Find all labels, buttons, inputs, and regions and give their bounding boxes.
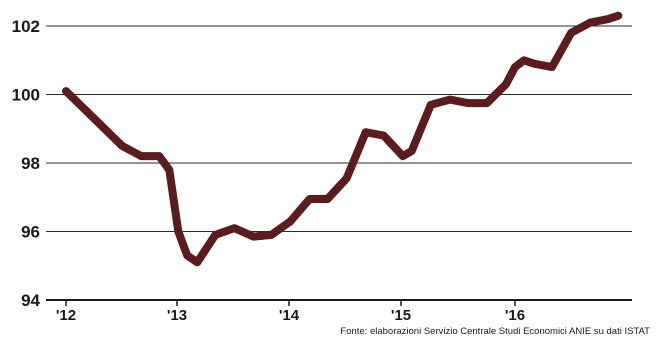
y-tick-label: 96 (21, 223, 40, 242)
data-point (362, 128, 370, 136)
data-point (511, 63, 519, 71)
data-point (267, 231, 275, 239)
data-point (323, 195, 332, 203)
data-point (165, 166, 173, 174)
data-point (230, 224, 238, 232)
x-tick-label: '14 (279, 307, 300, 324)
data-point (408, 147, 416, 155)
data-point (530, 60, 538, 68)
data-point (567, 29, 575, 37)
data-point (193, 258, 201, 266)
source-note: Fonte: elaborazioni Servizio Centrale St… (340, 326, 650, 337)
x-tick-label: '16 (505, 307, 525, 324)
data-point (343, 174, 351, 182)
data-point (286, 217, 295, 225)
data-point (502, 80, 510, 88)
y-tick-label: 98 (21, 154, 40, 173)
y-tick-label: 100 (12, 86, 40, 105)
data-point (90, 114, 98, 123)
data-point (62, 87, 70, 95)
y-tick-label: 94 (21, 291, 40, 310)
data-point (427, 101, 435, 109)
data-point (586, 19, 594, 27)
data-point (306, 195, 314, 203)
data-point (174, 227, 182, 236)
data-point (446, 96, 454, 104)
data-point (118, 142, 126, 150)
grid-lines (46, 25, 632, 233)
x-axis: '12 '13 '14 '15 '16 (46, 299, 632, 324)
data-point (249, 233, 258, 241)
data-point (464, 99, 472, 107)
data-point (211, 231, 219, 239)
y-tick-label: 102 (12, 17, 40, 36)
data-point (548, 63, 556, 71)
series-layer (62, 11, 623, 267)
x-tick-label: '15 (391, 307, 411, 324)
data-point (380, 132, 388, 140)
data-point (137, 152, 145, 160)
series-line (62, 11, 623, 267)
data-point (399, 152, 407, 160)
y-axis-tick-labels: 94 96 98 100 102 (12, 17, 41, 310)
data-point (183, 251, 191, 260)
data-point (155, 152, 163, 160)
data-point (520, 56, 528, 64)
data-point (483, 99, 491, 107)
data-point (604, 15, 612, 23)
x-tick-label: '12 (56, 307, 76, 324)
data-point (614, 12, 622, 20)
x-tick-label: '13 (167, 307, 187, 324)
